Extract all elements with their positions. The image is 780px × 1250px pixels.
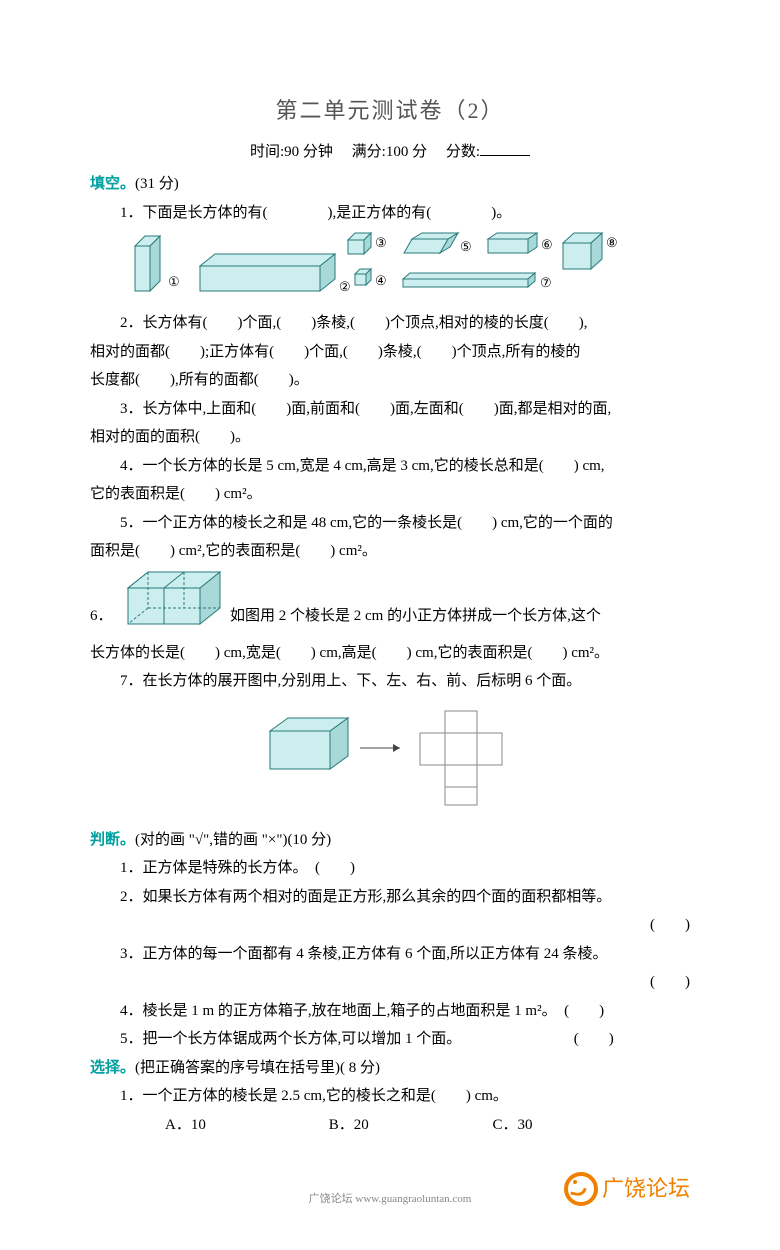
section-fill: 填空。(31 分) (90, 170, 690, 199)
q2b: 相对的面都( );正方体有( )个面,( )条棱,( )个顶点,所有的棱的 (90, 338, 690, 367)
watermark: 广饶论坛 (564, 1168, 690, 1210)
judge-desc: (对的画 "√",错的画 "×")(10 分) (135, 832, 331, 848)
q6-num: 6． (90, 602, 120, 631)
shape-4: ④ (352, 267, 392, 295)
choice-desc: (把正确答案的序号填在括号里)( 8 分) (135, 1060, 380, 1076)
shape-2: ② (195, 251, 350, 299)
c1b: B．20 (329, 1111, 489, 1140)
q6c: 长方体的长是( ) cm,宽是( ) cm,高是( ) cm,它的表面积是( )… (90, 639, 690, 668)
q4b: 它的表面积是( ) cm²。 (90, 480, 690, 509)
j3b: ( ) (90, 968, 690, 997)
shape-5: ⑤ (400, 231, 475, 261)
page-title: 第二单元测试卷（2） (90, 90, 690, 132)
c1: 1．一个正方体的棱长是 2.5 cm,它的棱长之和是( ) cm。 (90, 1082, 690, 1111)
c1c: C．30 (493, 1111, 533, 1140)
shapes-row: ① ② ③ ④ ⑤ (90, 231, 690, 301)
c1-options: A．10 B．20 C．30 (90, 1111, 690, 1140)
q3b: 相对的面的面积( )。 (90, 423, 690, 452)
q5b: 面积是( ) cm²,它的表面积是( ) cm²。 (90, 537, 690, 566)
judge-label: 判断。 (90, 832, 135, 848)
svg-text:③: ③ (375, 235, 387, 250)
j2b: ( ) (90, 911, 690, 940)
q7-diagram (90, 706, 690, 806)
svg-text:①: ① (168, 274, 180, 289)
q6-diagram (120, 566, 230, 631)
q7: 7．在长方体的展开图中,分别用上、下、左、右、前、后标明 6 个面。 (90, 667, 690, 696)
svg-text:⑦: ⑦ (540, 275, 552, 290)
j4: 4．棱长是 1 m 的正方体箱子,放在地面上,箱子的占地面积是 1 m²。 ( … (90, 997, 690, 1026)
q6-text: 如图用 2 个棱长是 2 cm 的小正方体拼成一个长方体,这个 (230, 602, 601, 631)
j5: 5．把一个长方体锯成两个长方体,可以增加 1 个面。 ( ) (90, 1025, 690, 1054)
fullscore-label: 满分:100 分 (352, 144, 427, 160)
fill-points: (31 分) (135, 176, 179, 192)
j1: 1．正方体是特殊的长方体。 ( ) (90, 854, 690, 883)
watermark-icon (564, 1172, 598, 1206)
svg-text:④: ④ (375, 273, 387, 288)
q1: 1．下面是长方体的有( ),是正方体的有( )。 (90, 199, 690, 228)
section-choice: 选择。(把正确答案的序号填在括号里)( 8 分) (90, 1054, 690, 1083)
svg-text:⑥: ⑥ (541, 237, 553, 252)
q3a: 3．长方体中,上面和( )面,前面和( )面,左面和( )面,都是相对的面, (90, 395, 690, 424)
score-blank[interactable] (480, 155, 530, 156)
score-label: 分数: (446, 144, 480, 160)
shape-8: ⑧ (560, 231, 620, 276)
shape-7: ⑦ (400, 271, 555, 296)
time-label: 时间:90 分钟 (250, 144, 333, 160)
section-judge: 判断。(对的画 "√",错的画 "×")(10 分) (90, 826, 690, 855)
q6-row: 6． 如图用 2 个棱长是 2 cm 的小正方体拼成一个长方体,这个 (90, 566, 690, 631)
watermark-text: 广饶论坛 (602, 1176, 690, 1201)
shape-1: ① (130, 231, 180, 301)
shape-3: ③ (345, 231, 390, 261)
svg-text:②: ② (339, 279, 350, 294)
footer-text: 广饶论坛 www.guangraoluntan.com (309, 1193, 472, 1205)
shape-6: ⑥ (485, 231, 555, 261)
c1a: A．10 (165, 1111, 325, 1140)
j2a: 2．如果长方体有两个相对的面是正方形,那么其余的四个面的面积都相等。 (90, 883, 690, 912)
q2c: 长度都( ),所有的面都( )。 (90, 366, 690, 395)
svg-text:⑧: ⑧ (606, 235, 618, 250)
svg-text:⑤: ⑤ (460, 239, 472, 254)
choice-label: 选择。 (90, 1060, 135, 1076)
q5a: 5．一个正方体的棱长之和是 48 cm,它的一条棱长是( ) cm,它的一个面的 (90, 509, 690, 538)
q4a: 4．一个长方体的长是 5 cm,宽是 4 cm,高是 3 cm,它的棱长总和是(… (90, 452, 690, 481)
fill-label: 填空。 (90, 176, 135, 192)
q2a: 2．长方体有( )个面,( )条棱,( )个顶点,相对的棱的长度( ), (90, 309, 690, 338)
meta-line: 时间:90 分钟 满分:100 分 分数: (90, 138, 690, 167)
footer: 广饶论坛 www.guangraoluntan.com 广饶论坛 (90, 1189, 690, 1210)
j3a: 3．正方体的每一个面都有 4 条棱,正方体有 6 个面,所以正方体有 24 条棱… (90, 940, 690, 969)
